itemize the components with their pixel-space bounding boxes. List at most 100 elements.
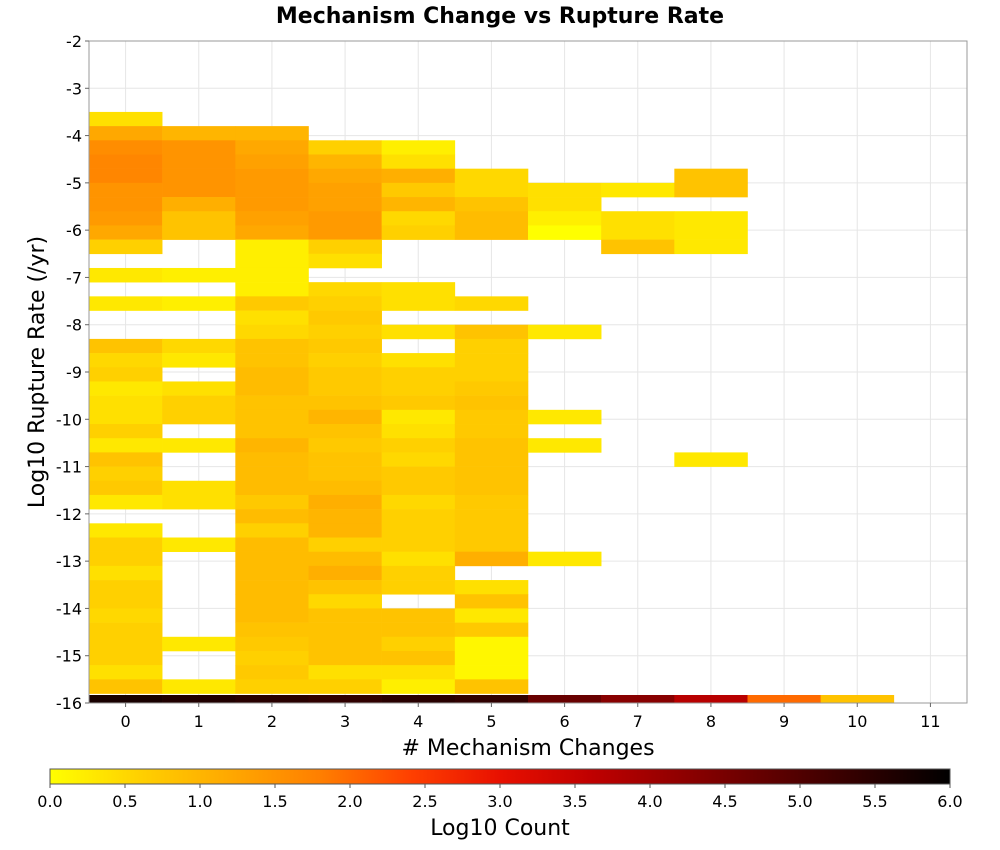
heatmap-cell: [235, 480, 309, 496]
heatmap-cell: [308, 466, 382, 482]
heatmap-cell: [454, 551, 529, 567]
heatmap-cell: [235, 367, 309, 382]
y-tick-label: -11: [56, 458, 82, 477]
heatmap-cell: [454, 636, 529, 652]
x-tick-label: 9: [779, 712, 789, 731]
heatmap-cell: [381, 580, 456, 595]
heatmap-cell: [235, 338, 309, 354]
heatmap-cell: [454, 695, 529, 704]
heatmap-cell: [89, 636, 163, 652]
x-tick-label: 1: [194, 712, 204, 731]
heatmap-cell: [528, 438, 602, 453]
heatmap-cell: [235, 126, 309, 141]
y-tick-label: -5: [66, 174, 82, 193]
heatmap-cell: [162, 494, 236, 510]
heatmap-cell: [89, 452, 163, 467]
x-tick-label: 0: [120, 712, 130, 731]
y-tick-label: -13: [56, 552, 82, 571]
heatmap-cell: [89, 580, 163, 595]
heatmap-cell: [674, 225, 748, 240]
heatmap-cell: [528, 225, 602, 240]
heatmap-cell: [235, 650, 309, 666]
heatmap-cell: [528, 324, 602, 340]
heatmap-cell: [454, 409, 529, 425]
y-tick-label: -10: [56, 410, 82, 429]
heatmap-cell: [601, 239, 675, 255]
heatmap-cell: [162, 211, 236, 226]
heatmap-cell: [162, 353, 236, 368]
heatmap-cell: [454, 466, 529, 482]
heatmap-cell: [454, 523, 529, 538]
heatmap-cell: [308, 225, 382, 240]
heatmap-cell: [235, 509, 309, 524]
heatmap-cell: [381, 225, 456, 240]
x-tick-label: 4: [413, 712, 423, 731]
heatmap-cell: [454, 537, 529, 552]
heatmap-cell: [308, 438, 382, 453]
heatmap-cell: [89, 168, 163, 184]
heatmap-cell: [162, 225, 236, 240]
heatmap-cell: [454, 296, 529, 311]
heatmap-cell: [235, 353, 309, 368]
heatmap-cell: [89, 296, 163, 311]
heatmap-cell: [89, 650, 163, 666]
heatmap-cell: [89, 438, 163, 453]
heatmap-cell: [235, 594, 309, 609]
x-tick-label: 2: [267, 712, 277, 731]
heatmap-cell: [162, 409, 236, 425]
colorbar-tick-label: 4.5: [712, 792, 737, 811]
heatmap-cell: [89, 140, 163, 155]
heatmap-cell: [454, 182, 529, 198]
heatmap-cell: [308, 168, 382, 184]
heatmap-cell: [89, 594, 163, 609]
heatmap-cell: [454, 480, 529, 496]
heatmap-cell: [528, 409, 602, 425]
heatmap-cell: [308, 395, 382, 411]
heatmap-cell: [308, 182, 382, 198]
heatmap-cell: [162, 182, 236, 198]
heatmap-cell: [162, 636, 236, 652]
y-tick-label: -9: [66, 363, 82, 382]
heatmap-cell: [308, 197, 382, 212]
heatmap-cell: [381, 650, 456, 666]
heatmap-cell: [381, 523, 456, 538]
heatmap-cell: [381, 565, 456, 581]
y-tick-label: -4: [66, 127, 82, 146]
heatmap-cell: [235, 523, 309, 538]
heatmap-cell: [381, 537, 456, 552]
heatmap-cell: [162, 197, 236, 212]
heatmap-cell: [308, 338, 382, 354]
heatmap-cell: [235, 225, 309, 240]
heatmap-cell: [674, 452, 748, 467]
heatmap-cell: [601, 695, 675, 704]
heatmap-cell: [381, 395, 456, 411]
heatmap-cell: [308, 324, 382, 340]
heatmap-cell: [89, 225, 163, 240]
y-tick-label: -8: [66, 316, 82, 335]
heatmap-cell: [89, 551, 163, 567]
heatmap-cell: [381, 622, 456, 638]
heatmap-cell: [162, 267, 236, 283]
heatmap-cell: [235, 438, 309, 453]
heatmap-cell: [89, 537, 163, 552]
heatmap-cell: [235, 695, 309, 704]
heatmap-cell: [235, 253, 309, 269]
heatmap-cells: [89, 111, 895, 704]
heatmap-cell: [308, 282, 382, 297]
heatmap-cell: [454, 367, 529, 382]
heatmap-cell: [454, 438, 529, 453]
heatmap-cell: [454, 338, 529, 354]
heatmap-cell: [235, 608, 309, 623]
heatmap-cell: [89, 409, 163, 425]
heatmap-cell: [528, 695, 602, 704]
colorbar-tick-label: 2.5: [412, 792, 437, 811]
heatmap-cell: [162, 126, 236, 141]
heatmap-cell: [674, 168, 748, 184]
heatmap-cell: [89, 395, 163, 411]
heatmap-cell: [235, 409, 309, 425]
chart-title: Mechanism Change vs Rupture Rate: [276, 4, 724, 29]
y-tick-label: -7: [66, 268, 82, 287]
heatmap-cell: [454, 650, 529, 666]
heatmap-cell: [89, 353, 163, 368]
heatmap-cell: [381, 636, 456, 652]
